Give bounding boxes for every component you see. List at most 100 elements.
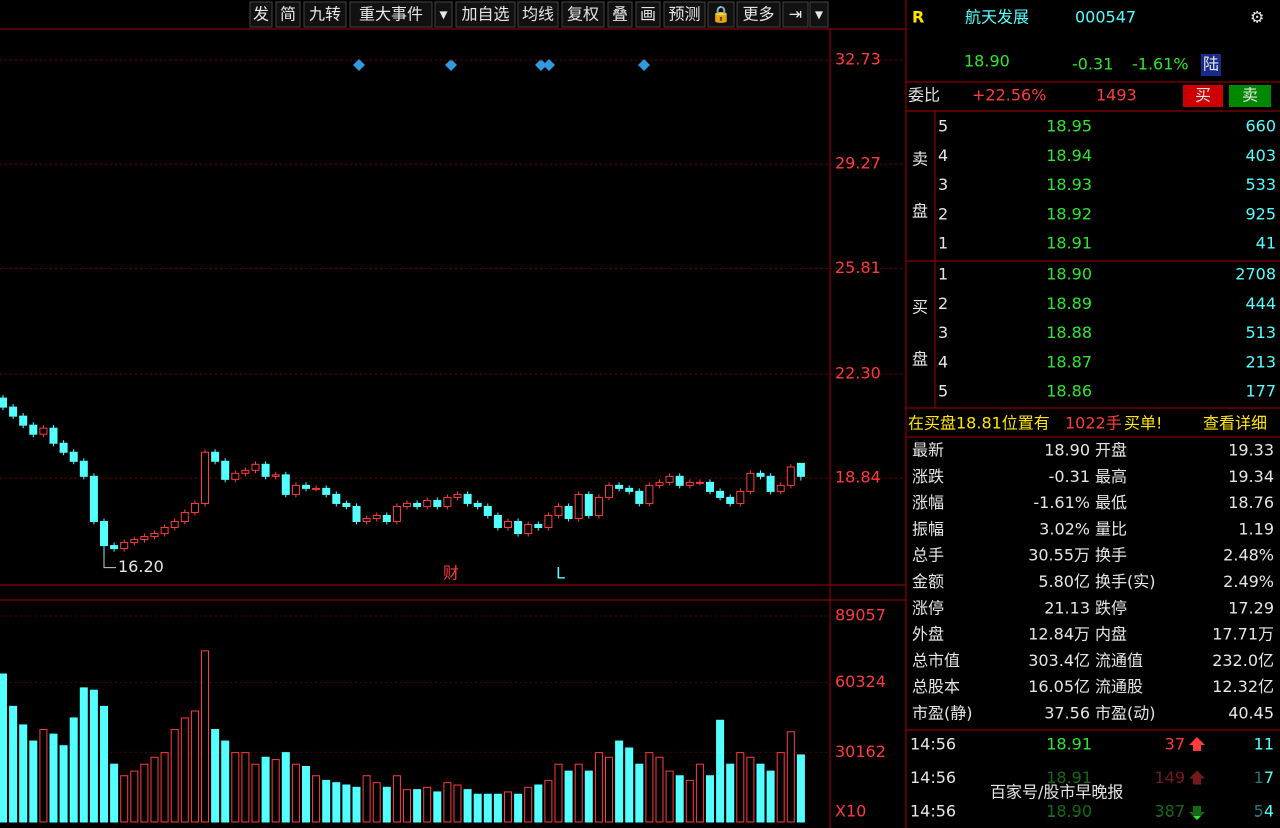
level: 3	[938, 323, 948, 342]
y-tick-label: 18.84	[835, 468, 881, 487]
candle-body	[120, 542, 129, 550]
stat-label: 最低	[1095, 493, 1127, 512]
toolbar-button[interactable]	[736, 1, 781, 28]
stat-label: 总市值	[912, 651, 960, 670]
level-volume: 660	[1245, 117, 1276, 136]
candle-body	[0, 397, 7, 408]
candle-body	[332, 493, 341, 504]
candle-body	[29, 424, 38, 435]
level-volume: 444	[1245, 294, 1276, 313]
stat-value: 232.0亿	[1212, 651, 1274, 670]
y-tick-label: 32.73	[835, 50, 881, 69]
volume-bar	[59, 745, 68, 823]
event-marker: L	[556, 564, 565, 583]
weibi-label: 委比	[908, 86, 940, 105]
volume-bar	[352, 786, 361, 823]
candle-body	[453, 493, 462, 498]
stat-label: 总手	[912, 546, 944, 565]
candle-body	[594, 496, 603, 516]
toolbar-button[interactable]	[249, 1, 273, 28]
volume-bar	[302, 766, 310, 823]
candle-body	[39, 427, 48, 435]
change: -0.31	[1072, 55, 1113, 74]
candle-body	[413, 502, 422, 507]
volume-bar	[362, 775, 371, 823]
settings-icon: ⚙	[1250, 8, 1264, 27]
candle-body	[211, 451, 220, 462]
sell-button[interactable]	[1229, 85, 1271, 107]
volume-bar	[675, 775, 684, 823]
volume-bar	[635, 763, 644, 823]
candle-body	[302, 484, 310, 489]
stat-label: 涨停	[912, 598, 944, 617]
volume-bar	[221, 740, 230, 823]
candle-body	[271, 474, 280, 477]
y-tick-label: 29.27	[835, 154, 881, 173]
toolbar-button[interactable]	[663, 1, 706, 28]
toolbar-button[interactable]	[455, 1, 516, 28]
toolbar-button[interactable]	[303, 1, 347, 28]
sell-button-label: 卖	[1242, 86, 1258, 105]
volume-bar	[150, 756, 159, 823]
change-pct: -1.61%	[1132, 55, 1189, 74]
level-volume: 925	[1245, 204, 1276, 223]
volume-bar	[756, 763, 765, 823]
weibi-ratio: +22.56%	[972, 86, 1046, 105]
candle-body	[574, 493, 583, 519]
notice-link[interactable]: 查看详细	[1203, 414, 1267, 433]
side-label: 买	[912, 298, 928, 317]
candle-body	[756, 472, 765, 477]
candle-body	[231, 472, 240, 480]
candle-body	[190, 502, 199, 513]
volume-bar	[514, 793, 523, 823]
volume-bar	[423, 786, 432, 823]
candle-body	[433, 499, 442, 507]
toolbar-button[interactable]	[275, 1, 301, 28]
buy-button[interactable]	[1183, 85, 1223, 107]
volume-bar	[716, 719, 725, 823]
toolbar-icon[interactable]	[707, 1, 735, 28]
stat-label: 市盈(动)	[1095, 704, 1156, 723]
candle-body	[766, 475, 775, 492]
candle-body	[342, 502, 351, 507]
toolbar-button[interactable]	[517, 1, 559, 28]
notice-text: 在买盘18.81位置有	[908, 414, 1050, 433]
volume-bar	[413, 789, 422, 823]
volume-bar	[776, 752, 785, 823]
level-price: 18.91	[1046, 234, 1092, 253]
stat-value: 12.84万	[1028, 625, 1090, 644]
volume-bar	[584, 770, 593, 823]
candle-body	[716, 490, 725, 498]
tick-time: 14:56	[910, 735, 956, 754]
price: 18.90	[964, 52, 1010, 71]
candle-body	[483, 505, 492, 516]
candle-body	[89, 475, 98, 522]
candle-body	[746, 472, 755, 492]
toolbar-icon[interactable]	[782, 1, 809, 28]
volume-bar	[706, 775, 714, 823]
level-price: 18.93	[1046, 175, 1092, 194]
side-label: 盘	[912, 350, 928, 369]
toolbar-button[interactable]	[607, 1, 633, 28]
volume-bar	[726, 763, 735, 823]
stat-label: 内盘	[1095, 625, 1127, 644]
volume-bar	[271, 759, 280, 823]
candle-body	[160, 527, 169, 535]
candle-body	[685, 481, 694, 486]
candle-body	[251, 463, 260, 471]
toolbar-icon[interactable]	[809, 1, 829, 28]
toolbar-icon[interactable]	[434, 1, 453, 28]
toolbar-icon-glyph: ▾	[815, 5, 823, 24]
min-label: 16.20	[118, 557, 164, 576]
event-marker: 财	[443, 564, 459, 583]
toolbar-button[interactable]	[349, 1, 433, 28]
toolbar-button[interactable]	[635, 1, 661, 28]
toolbar-button[interactable]	[561, 1, 605, 28]
volume-bar	[796, 754, 805, 823]
volume-bar	[0, 673, 7, 823]
market-badge: 陆	[1203, 55, 1219, 74]
stat-value: 21.13	[1044, 598, 1090, 617]
toolbar-label: 复权	[567, 5, 599, 24]
y-tick-label: 89057	[835, 606, 886, 625]
toolbar-label: 简	[280, 5, 296, 24]
